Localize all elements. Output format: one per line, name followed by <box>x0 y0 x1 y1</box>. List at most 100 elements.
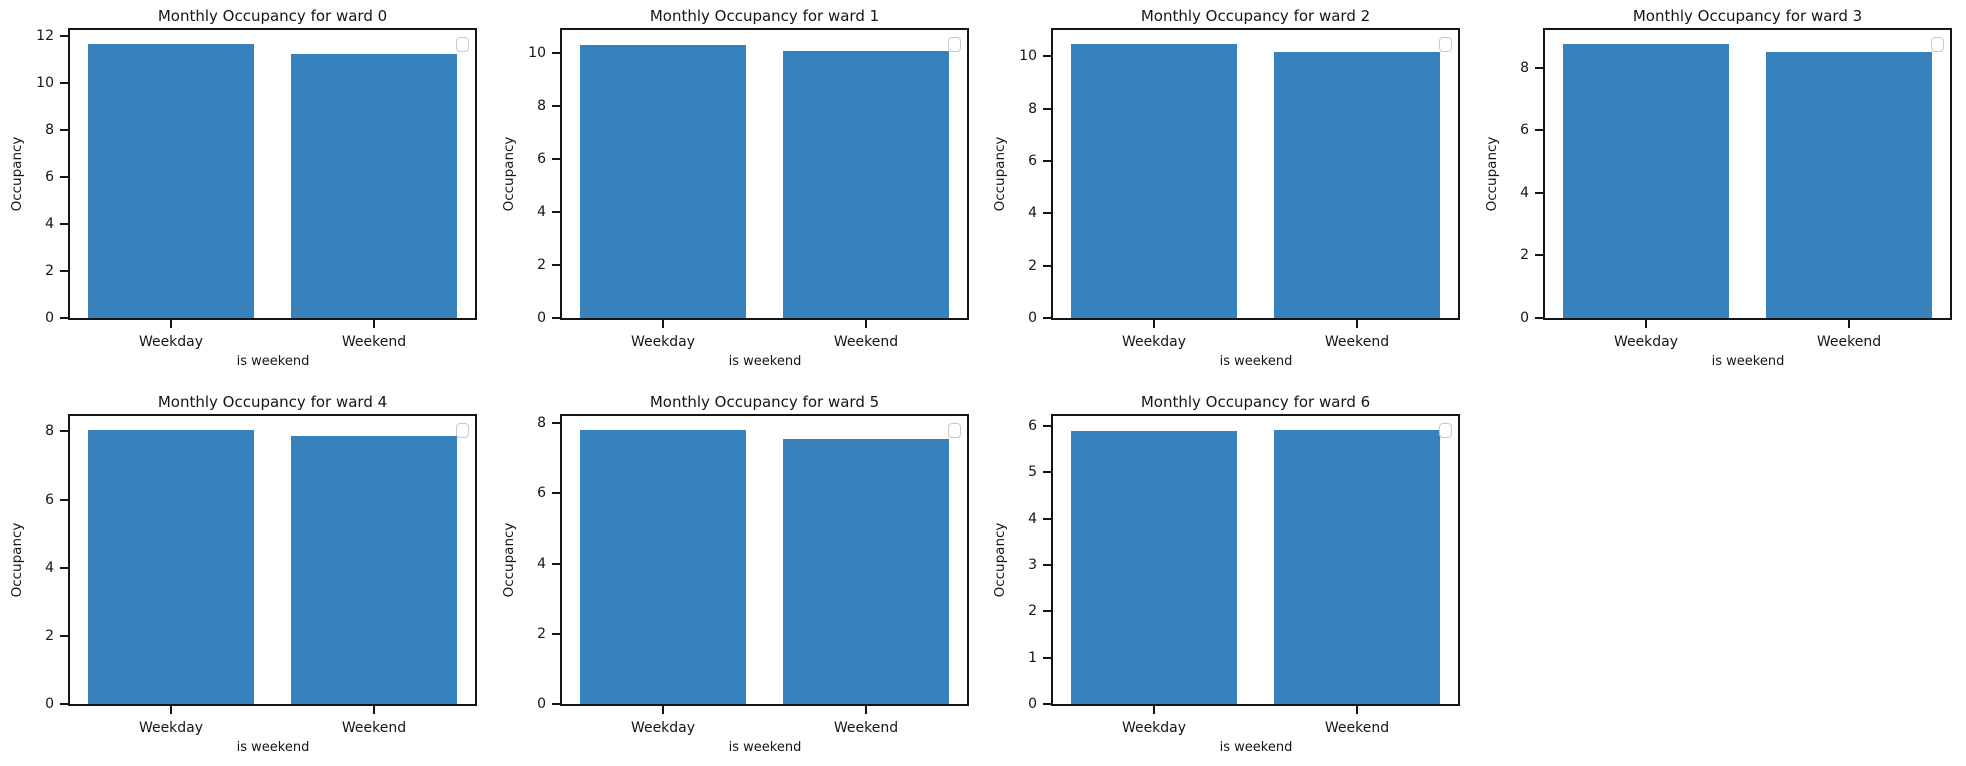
y-tick-mark <box>60 430 68 432</box>
bar-weekend <box>1274 52 1440 318</box>
chart-title: Monthly Occupancy for ward 6 <box>1140 393 1371 411</box>
y-axis-label: Occupancy <box>1484 136 1500 212</box>
y-tick-label: 6 <box>45 169 54 185</box>
bar-weekday <box>1071 431 1237 704</box>
y-tick-label: 1 <box>1028 650 1037 666</box>
y-tick-mark <box>60 317 68 319</box>
y-tick-label: 5 <box>1028 464 1037 480</box>
y-tick-label: 6 <box>1028 153 1037 169</box>
x-tick-label-weekday: Weekday <box>1121 720 1187 736</box>
plot-area <box>68 414 477 706</box>
y-tick-mark <box>1043 471 1051 473</box>
subplot-ward-6: Monthly Occupancy for ward 6 0 1 2 3 4 5 6 Weekd… <box>983 383 1474 766</box>
y-tick-label: 0 <box>1028 696 1037 712</box>
y-tick-label: 0 <box>45 310 54 326</box>
y-tick-label: 8 <box>1028 101 1037 117</box>
y-tick-label: 10 <box>1019 48 1037 64</box>
y-tick-mark <box>1043 108 1051 110</box>
y-tick-label: 2 <box>537 626 546 642</box>
x-tick-mark <box>170 320 172 328</box>
y-tick-label: 4 <box>537 204 546 220</box>
chart-title: Monthly Occupancy for ward 2 <box>1140 7 1371 25</box>
y-tick-label: 3 <box>1028 557 1037 573</box>
bar-weekday <box>88 430 254 704</box>
x-tick-label-weekend: Weekend <box>833 720 899 736</box>
y-tick-label: 6 <box>45 492 54 508</box>
y-tick-label: 0 <box>1028 310 1037 326</box>
y-tick-mark <box>1535 317 1543 319</box>
x-axis-label: is weekend <box>1711 354 1785 369</box>
legend-box-empty <box>1439 423 1452 438</box>
y-tick-mark <box>552 264 560 266</box>
y-tick-label: 0 <box>45 696 54 712</box>
bar-weekend <box>291 436 457 704</box>
y-tick-label: 10 <box>528 45 546 61</box>
x-tick-mark <box>1848 320 1850 328</box>
x-tick-label-weekend: Weekend <box>1324 334 1390 350</box>
y-tick-mark <box>60 635 68 637</box>
y-tick-mark <box>552 492 560 494</box>
y-tick-mark <box>1043 518 1051 520</box>
y-tick-mark <box>552 422 560 424</box>
y-tick-mark <box>1043 703 1051 705</box>
y-tick-label: 4 <box>45 560 54 576</box>
x-axis-label: is weekend <box>1219 740 1293 755</box>
y-tick-mark <box>60 223 68 225</box>
y-tick-mark <box>60 499 68 501</box>
y-tick-mark <box>552 158 560 160</box>
y-tick-label: 2 <box>1028 603 1037 619</box>
bar-weekday <box>1071 44 1237 318</box>
y-tick-label: 4 <box>537 556 546 572</box>
x-tick-mark <box>1153 320 1155 328</box>
y-tick-mark <box>552 105 560 107</box>
x-tick-mark <box>1356 706 1358 714</box>
chart-title: Monthly Occupancy for ward 1 <box>649 7 880 25</box>
plot-area <box>1543 28 1952 320</box>
x-tick-mark <box>373 320 375 328</box>
y-tick-label: 0 <box>537 696 546 712</box>
y-tick-mark <box>60 703 68 705</box>
y-tick-mark <box>60 270 68 272</box>
bar-weekday <box>1563 44 1729 318</box>
y-tick-mark <box>1535 254 1543 256</box>
subplot-ward-2: Monthly Occupancy for ward 2 0 2 4 6 8 10 Weekd… <box>983 0 1474 383</box>
chart-title: Monthly Occupancy for ward 5 <box>649 393 880 411</box>
chart-title: Monthly Occupancy for ward 4 <box>157 393 388 411</box>
y-tick-label: 2 <box>537 257 546 273</box>
y-tick-label: 6 <box>1520 122 1529 138</box>
y-tick-label: 2 <box>45 628 54 644</box>
y-tick-mark <box>60 176 68 178</box>
y-tick-label: 0 <box>537 310 546 326</box>
subplot-ward-0: Monthly Occupancy for ward 0 0 2 4 6 8 10 12 Wee… <box>0 0 491 383</box>
x-tick-mark <box>662 320 664 328</box>
y-tick-label: 4 <box>1028 511 1037 527</box>
x-tick-label-weekday: Weekday <box>138 334 204 350</box>
chart-title: Monthly Occupancy for ward 0 <box>157 7 388 25</box>
y-tick-label: 2 <box>45 263 54 279</box>
y-axis-label: Occupancy <box>9 136 25 212</box>
chart-title: Monthly Occupancy for ward 3 <box>1632 7 1863 25</box>
x-tick-mark <box>1153 706 1155 714</box>
legend-box-empty <box>948 37 961 52</box>
y-tick-mark <box>1043 564 1051 566</box>
y-tick-mark <box>60 129 68 131</box>
x-tick-label-weekend: Weekend <box>1324 720 1390 736</box>
legend-box-empty <box>456 37 469 52</box>
subplot-ward-4: Monthly Occupancy for ward 4 0 2 4 6 8 Weekday… <box>0 383 491 766</box>
y-axis-label: Occupancy <box>9 522 25 598</box>
plot-area <box>560 414 969 706</box>
x-tick-mark <box>865 706 867 714</box>
y-tick-label: 12 <box>36 28 54 44</box>
y-axis-label: Occupancy <box>501 136 517 212</box>
plot-area <box>1051 414 1460 706</box>
x-tick-label-weekday: Weekday <box>630 720 696 736</box>
y-tick-mark <box>1043 55 1051 57</box>
x-tick-label-weekday: Weekday <box>1121 334 1187 350</box>
y-tick-mark <box>1535 67 1543 69</box>
x-tick-mark <box>865 320 867 328</box>
x-tick-label-weekend: Weekend <box>341 720 407 736</box>
x-axis-label: is weekend <box>1219 354 1293 369</box>
x-axis-label: is weekend <box>728 354 802 369</box>
y-tick-label: 8 <box>45 423 54 439</box>
